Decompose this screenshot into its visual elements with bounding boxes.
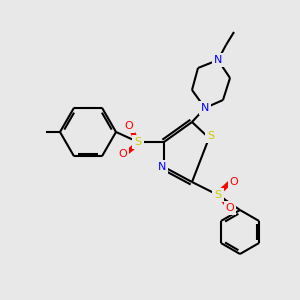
Text: N: N [214, 55, 222, 65]
Text: O: O [124, 121, 134, 131]
Text: O: O [118, 149, 127, 159]
Text: S: S [207, 131, 214, 141]
Text: O: O [226, 203, 234, 213]
Text: N: N [158, 162, 166, 172]
Text: N: N [201, 103, 209, 113]
Text: O: O [230, 177, 238, 187]
Text: S: S [214, 190, 222, 200]
Text: S: S [134, 137, 142, 147]
